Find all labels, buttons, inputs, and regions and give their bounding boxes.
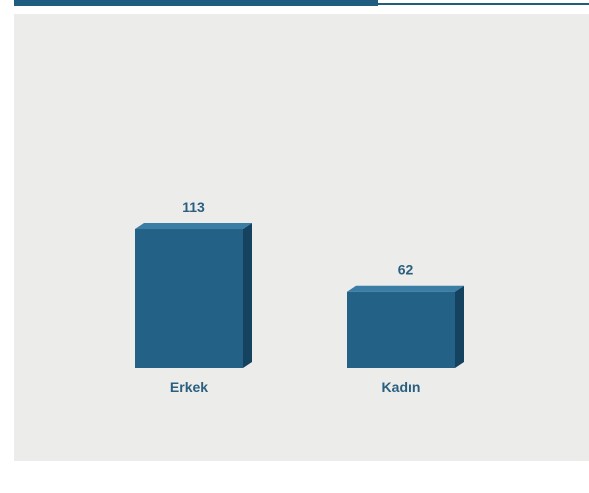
bar-chart: 113 Erkek 62 Kadın [135,199,464,395]
category-label-kad-n: Kadın [382,379,421,395]
bar-side-kad-n [455,285,464,368]
bar-value-label-erkek: 113 [182,199,205,215]
bar-top-kad-n [347,285,464,292]
top-tab-bar [14,0,589,6]
bar-value-label-kad-n: 62 [398,262,414,278]
category-label-erkek: Erkek [170,379,208,395]
bar-side-erkek [243,223,252,368]
bar-kad-n [347,291,455,368]
bar-top-erkek [135,223,252,230]
chart-panel: 113 Erkek 62 Kadın [14,14,589,461]
bar-erkek [135,229,243,368]
active-tab-indicator[interactable] [14,0,378,6]
tab-underline [378,3,589,5]
